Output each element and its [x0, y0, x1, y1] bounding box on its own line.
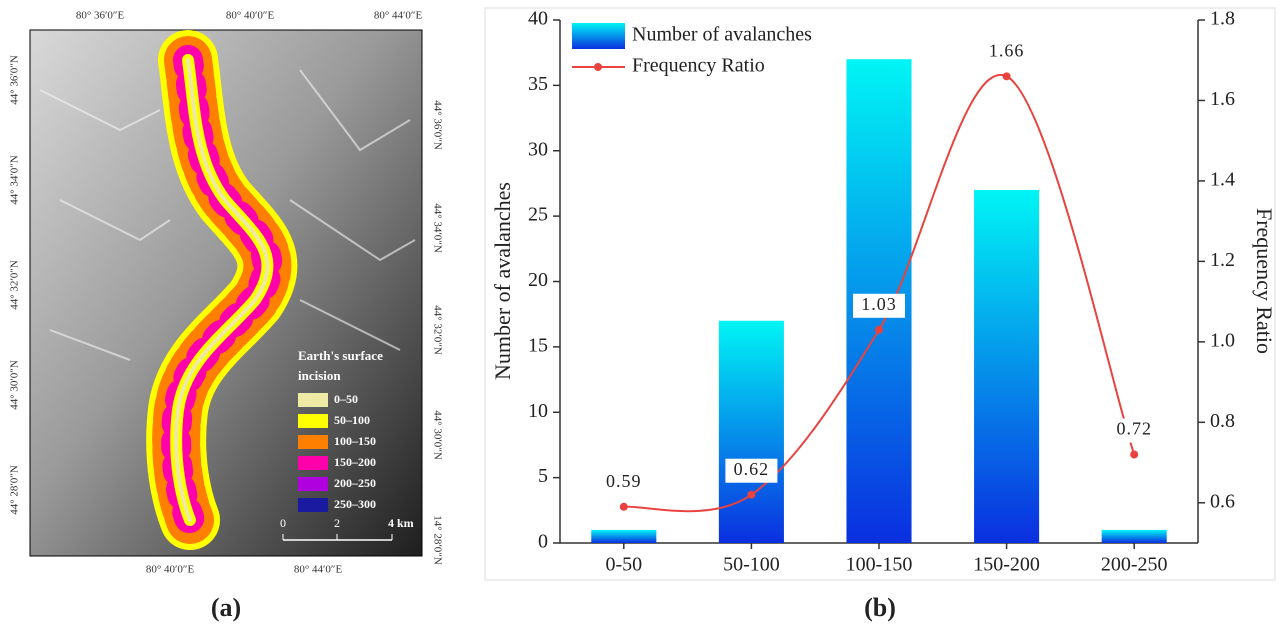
x-tick-label: 0-50 — [605, 554, 642, 576]
map-legend-label: 250–300 — [334, 497, 376, 511]
x-tick-label: 100-150 — [846, 554, 913, 576]
y2-tick-label: 1.4 — [1210, 169, 1235, 191]
x-tick-label: 150-200 — [973, 554, 1040, 576]
x-tick-label: 200-250 — [1101, 554, 1168, 576]
panel-caption: (a) — [211, 593, 241, 622]
y-tick-label: 15 — [528, 334, 548, 356]
y-tick-label: 25 — [528, 204, 548, 226]
scale-label: 2 — [334, 516, 340, 530]
bar — [974, 190, 1039, 543]
map-lat-label: 44° 36′0″N — [9, 55, 21, 105]
map-lat-label: 44° 32′0″N — [431, 305, 443, 355]
x-tick-label: 50-100 — [723, 554, 780, 576]
value-label: 0.72 — [1116, 419, 1152, 439]
scale-label: 4 km — [388, 516, 414, 530]
bar — [719, 321, 784, 543]
map-lon-label: 80° 44′0″E — [294, 564, 343, 576]
panel-caption: (b) — [864, 593, 896, 622]
y2-tick-label: 0.8 — [1210, 410, 1235, 432]
value-label: 0.59 — [606, 471, 642, 491]
value-label: 1.03 — [861, 294, 897, 314]
map-legend-label: 50–100 — [334, 413, 370, 427]
map-legend-swatch — [298, 414, 328, 428]
legend-swatch-point — [594, 63, 602, 71]
map-panel: 80° 36′0″E 80° 40′0″E 80° 44′0″E 80° 40′0″E… — [9, 10, 444, 576]
map-lat-label: 44° 34′0″N — [9, 155, 21, 205]
legend-label: Number of avalanches — [632, 24, 812, 46]
legend-swatch — [572, 23, 625, 49]
y2-tick-label: 1.6 — [1210, 88, 1235, 110]
y2-tick-label: 0.6 — [1210, 490, 1235, 512]
scale-label: 0 — [280, 516, 286, 530]
map-legend-swatch — [298, 498, 328, 512]
y2-tick-label: 1.8 — [1210, 8, 1235, 30]
figure: 80° 36′0″E 80° 40′0″E 80° 44′0″E 80° 40′0″E… — [0, 0, 1282, 634]
map-lat-label: 44° 30′0″N — [9, 360, 21, 410]
y-tick-label: 30 — [528, 138, 548, 160]
map-lon-label: 80° 36′0″E — [76, 10, 125, 22]
y-tick-label: 35 — [528, 73, 548, 95]
y-tick-label: 0 — [538, 531, 548, 553]
map-lon-label: 80° 44′0″E — [374, 10, 423, 22]
map-lat-label: 14° 28′0″N — [431, 515, 443, 565]
y-tick-label: 20 — [528, 269, 548, 291]
map-lat-label: 44° 36′0″N — [431, 100, 443, 150]
map-lat-label: 44° 28′0″N — [9, 465, 21, 515]
map-legend-swatch — [298, 393, 328, 407]
point — [1130, 450, 1138, 458]
map-legend-label: 0–50 — [334, 392, 358, 406]
map-lon-label: 80° 40′0″E — [146, 564, 195, 576]
legend-label: Frequency Ratio — [632, 55, 765, 77]
map-lat-label: 44° 34′0″N — [431, 203, 443, 253]
map-lat-label: 44° 32′0″N — [9, 260, 21, 310]
point — [620, 503, 628, 511]
map-lon-label: 80° 40′0″E — [226, 10, 275, 22]
point — [1003, 72, 1011, 80]
bar — [591, 530, 656, 543]
value-label: 0.62 — [734, 459, 770, 479]
value-label: 1.66 — [989, 40, 1025, 60]
y2-tick-label: 1.2 — [1210, 249, 1235, 271]
y-tick-label: 40 — [528, 8, 548, 30]
y2-tick-label: 1.0 — [1210, 329, 1235, 351]
y2-axis-title: Frequency Ratio — [1252, 208, 1277, 354]
map-legend-label: 150–200 — [334, 455, 376, 469]
point — [875, 326, 883, 334]
map-legend-label: 100–150 — [334, 434, 376, 448]
map-legend-label: 200–250 — [334, 476, 376, 490]
map-legend-swatch — [298, 456, 328, 470]
y-tick-label: 10 — [528, 400, 548, 422]
y-axis-title: Number of avalanches — [490, 182, 515, 380]
point — [747, 491, 755, 499]
y-tick-label: 5 — [538, 465, 548, 487]
chart-panel: 0 5 10 15 20 25 30 35 40 0.6 0.8 1.0 1.2 1.4 1.6 1.8 Num… — [485, 8, 1277, 580]
map-legend-swatch — [298, 435, 328, 449]
map-legend-swatch — [298, 477, 328, 491]
bar — [1102, 530, 1167, 543]
map-lat-label: 44° 30′0″N — [431, 410, 443, 460]
